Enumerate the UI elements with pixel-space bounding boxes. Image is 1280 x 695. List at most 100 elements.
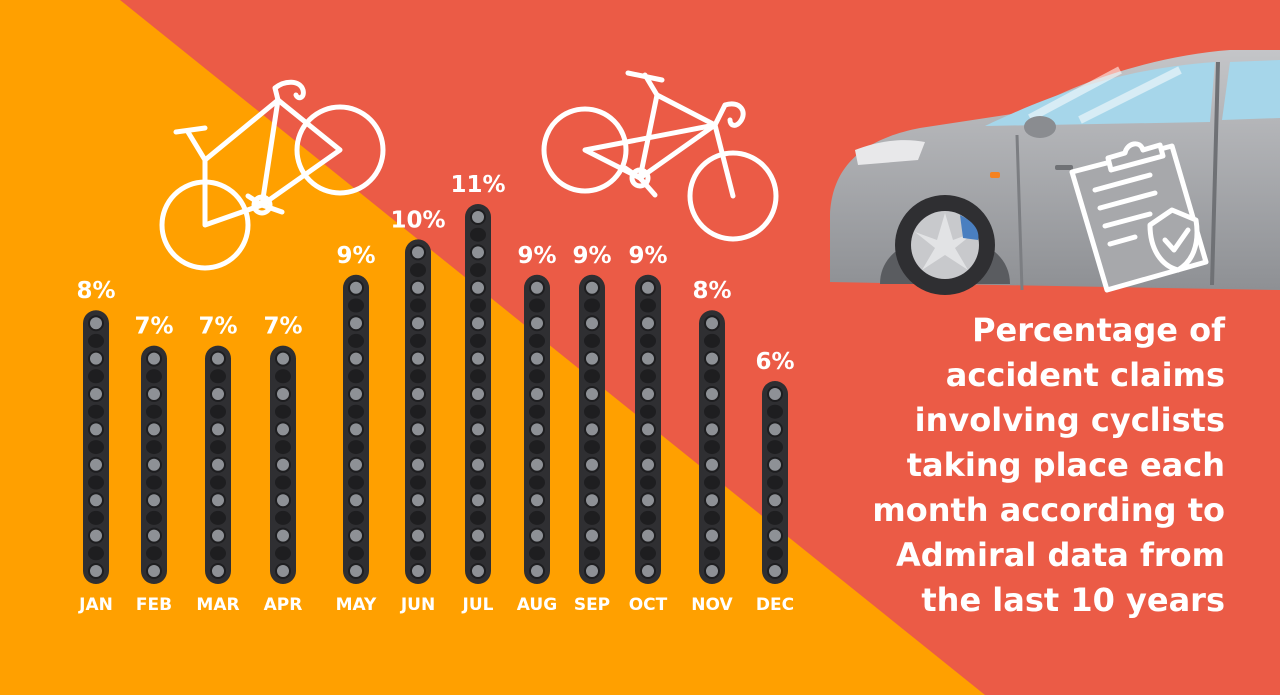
chain-link-waist: [275, 440, 291, 455]
chain-pin: [767, 492, 783, 509]
chain-link-waist: [529, 298, 545, 313]
chain-pin: [640, 315, 656, 332]
chain-pin: [584, 456, 600, 473]
title-line: month according to: [872, 491, 1225, 529]
x-tick-label: APR: [264, 595, 303, 615]
chain-pin: [88, 527, 104, 544]
chain-link-waist: [767, 475, 783, 490]
chain-link-waist: [348, 404, 364, 419]
chain-link-waist: [146, 510, 162, 525]
bar-mar: [205, 345, 231, 584]
chain-link-waist: [767, 510, 783, 525]
chain-pin: [584, 421, 600, 438]
data-label: 7%: [263, 314, 302, 340]
chain-link-waist: [584, 510, 600, 525]
bar-apr: [270, 345, 296, 584]
chain-link-waist: [88, 440, 104, 455]
bicycle-icon: [541, 70, 779, 242]
chain-pin: [640, 456, 656, 473]
chain-link-waist: [470, 298, 486, 313]
chain-pin: [584, 315, 600, 332]
chain-pin: [529, 456, 545, 473]
chain-link-waist: [529, 510, 545, 525]
chain-pin: [146, 492, 162, 509]
bar-aug: [524, 274, 550, 584]
chain-link-waist: [529, 333, 545, 348]
chain-pin: [704, 527, 720, 544]
chain-pin: [348, 456, 364, 473]
chain-pin: [146, 563, 162, 579]
chain-link-waist: [146, 440, 162, 455]
chain-link-waist: [88, 369, 104, 384]
chain-pin: [704, 421, 720, 438]
chain-pin: [704, 492, 720, 509]
chain-pin: [348, 350, 364, 367]
bicycle-icon: [159, 79, 386, 271]
chain-link-waist: [88, 333, 104, 348]
chain-link-waist: [529, 475, 545, 490]
data-label: 10%: [390, 207, 445, 233]
bar-jul: [465, 204, 491, 584]
chain-pin: [640, 527, 656, 544]
bar-may: [343, 274, 369, 584]
chain-pin: [210, 386, 226, 402]
chain-pin: [640, 350, 656, 367]
chain-pin: [584, 279, 600, 296]
chain-link-waist: [767, 440, 783, 455]
chain-link-waist: [584, 404, 600, 419]
chain-link-waist: [146, 369, 162, 384]
chain-link-waist: [584, 369, 600, 384]
chain-link-waist: [210, 369, 226, 384]
chain-link-waist: [584, 546, 600, 561]
chain-pin: [146, 350, 162, 367]
chain-link-waist: [275, 404, 291, 419]
chain-pin: [767, 527, 783, 544]
chain-pin: [640, 279, 656, 296]
chain-link-waist: [640, 298, 656, 313]
chain-link-waist: [146, 475, 162, 490]
chain-link-waist: [640, 440, 656, 455]
title-line: taking place each: [906, 446, 1225, 484]
chain-link-waist: [470, 510, 486, 525]
chain-link-waist: [470, 404, 486, 419]
x-tick-label: JUL: [462, 595, 494, 615]
chain-link-waist: [210, 475, 226, 490]
chain-pin: [584, 563, 600, 579]
chain-link-waist: [410, 475, 426, 490]
chain-link-waist: [348, 475, 364, 490]
chain-pin: [470, 209, 486, 225]
chain-link-waist: [210, 510, 226, 525]
data-label: 7%: [134, 314, 173, 340]
chain-link-waist: [348, 440, 364, 455]
x-tick-label: AUG: [517, 595, 557, 615]
chain-pin: [410, 279, 426, 296]
chain-pin: [275, 350, 291, 367]
chain-pin: [529, 527, 545, 544]
data-label: 6%: [755, 349, 794, 375]
chain-pin: [529, 386, 545, 402]
chain-link-waist: [470, 227, 486, 242]
chain-link-waist: [146, 404, 162, 419]
chain-pin: [88, 456, 104, 473]
chain-pin: [348, 315, 364, 332]
chain-pin: [210, 527, 226, 544]
chain-pin: [584, 386, 600, 402]
chain-link-waist: [529, 404, 545, 419]
chain-pin: [640, 386, 656, 402]
chain-pin: [529, 350, 545, 367]
data-label: 11%: [450, 172, 505, 198]
chain-pin: [767, 421, 783, 438]
chain-pin: [348, 563, 364, 579]
chain-link-waist: [704, 369, 720, 384]
data-label: 8%: [692, 278, 731, 304]
chain-link-waist: [410, 404, 426, 419]
x-tick-label: OCT: [629, 595, 668, 615]
x-tick-label: JUN: [400, 595, 435, 615]
chain-link-waist: [470, 475, 486, 490]
chain-pin: [348, 386, 364, 402]
chain-pin: [704, 456, 720, 473]
chain-link-waist: [767, 546, 783, 561]
x-tick-label: JAN: [78, 595, 113, 615]
chain-link-waist: [704, 440, 720, 455]
title-line: the last 10 years: [921, 581, 1225, 619]
